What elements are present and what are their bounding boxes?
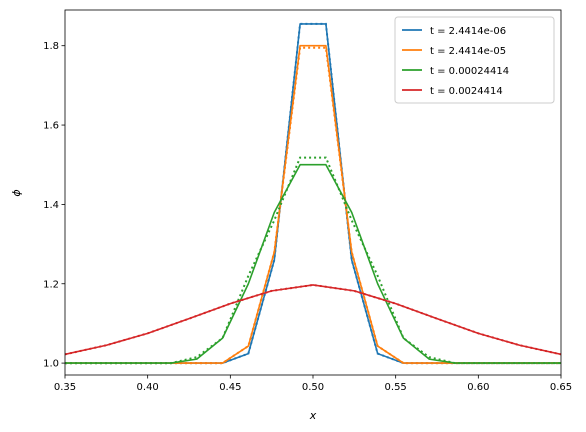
x-tick-label: 0.50 [302,382,324,393]
legend-label: t = 0.0024414 [430,86,503,97]
series-solid-line [65,163,561,364]
x-axis-ticks: 0.35 0.40 0.45 0.50 0.55 0.60 0.65 [54,375,572,393]
legend-box [394,16,555,104]
y-axis-label: ϕ [10,189,23,196]
x-axis-label: x [309,409,317,422]
x-tick-label: 0.55 [385,382,407,393]
legend: t = 2.4414e-06 t = 2.4414e-05 t = 0.000244… [394,16,555,104]
x-tick-label: 0.35 [54,382,76,393]
series-solid-line [65,44,561,364]
legend-label: t = 0.00024414 [430,66,509,77]
series-solid-line [65,23,561,364]
series-solid-line [65,284,561,356]
y-tick-label: 1.8 [43,41,59,52]
x-tick-label: 0.60 [467,382,489,393]
legend-label: t = 2.4414e-06 [430,26,506,37]
x-tick-label: 0.65 [550,382,572,393]
y-axis-ticks: 1.0 1.2 1.4 1.6 1.8 [43,41,65,370]
series-dotted-line [65,156,561,365]
x-tick-label: 0.45 [219,382,241,393]
series-layer [65,22,561,365]
legend-label: t = 2.4414e-05 [430,46,506,57]
y-tick-label: 1.0 [43,359,59,370]
y-tick-label: 1.6 [43,121,59,132]
y-tick-label: 1.4 [43,200,59,211]
x-tick-label: 0.40 [137,382,159,393]
y-tick-label: 1.2 [43,279,59,290]
